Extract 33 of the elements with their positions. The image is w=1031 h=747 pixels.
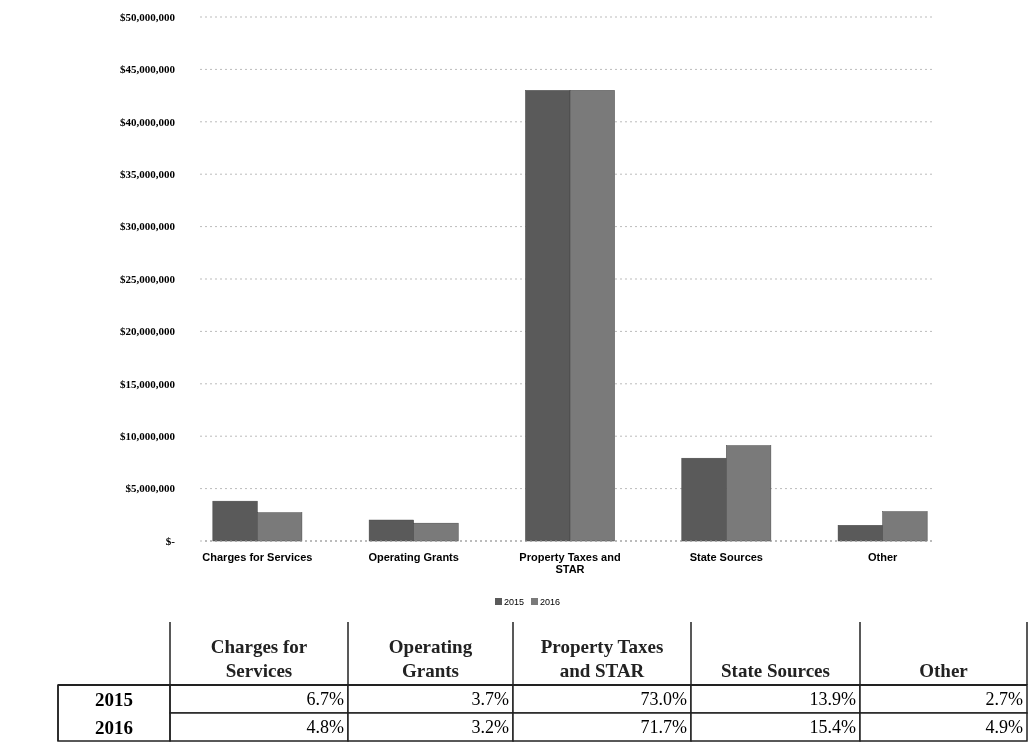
data-label: 2.7% — [985, 689, 1023, 710]
x-tick-label: Charges for Services — [210, 636, 308, 681]
data-label: 6.7% — [306, 689, 344, 710]
y-tick-label: $35,000,000 — [120, 168, 176, 181]
y-tick-label: $40,000,000 — [120, 115, 176, 128]
y-tick-label: $25,000,000 — [120, 272, 176, 285]
x-tick-label: Operating Grants — [388, 636, 473, 681]
y-tick-label: $30,000,000 — [120, 220, 176, 233]
y-tick-label: $- — [165, 534, 176, 547]
y-tick-label: $45,000,000 — [120, 63, 176, 76]
y-tick-label: $50,000,000 — [120, 10, 176, 23]
data-label: 15.4% — [809, 717, 856, 738]
y-tick-label: $20,000,000 — [120, 325, 176, 338]
legend-label: 2016 — [540, 597, 561, 608]
y-tick-label: $15,000,000 — [120, 377, 176, 390]
data-label: 13.9% — [809, 689, 856, 710]
x-tick-label: Charges for Services — [202, 551, 313, 563]
x-tick-label: Property Taxes and STAR — [519, 551, 621, 575]
x-tick-label: State Sources — [689, 551, 763, 563]
y-tick-label: $5,000,000 — [125, 482, 176, 495]
data-label: 4.9% — [985, 717, 1023, 738]
data-label: 3.2% — [471, 717, 509, 738]
legend-label: 2015 — [504, 597, 525, 608]
y-tick-label: $10,000,000 — [120, 430, 176, 443]
x-tick-label: Operating Grants — [368, 551, 459, 563]
x-tick-label: State Sources — [721, 660, 830, 681]
data-label: 3.7% — [471, 689, 509, 710]
data-label: 73.0% — [640, 689, 687, 710]
x-tick-label: Other — [867, 551, 899, 563]
x-tick-label: Other — [919, 660, 969, 681]
data-label: 4.8% — [306, 717, 344, 738]
x-tick-label: Property Taxes and STAR — [540, 636, 664, 681]
data-label: 71.7% — [640, 717, 687, 738]
